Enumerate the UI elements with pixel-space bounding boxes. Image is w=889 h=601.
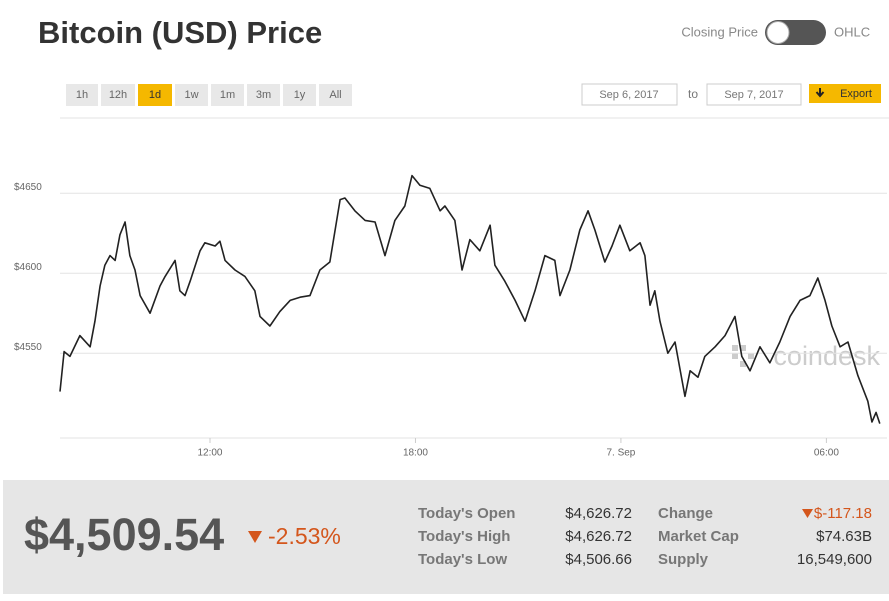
range-label: 12h [109,89,127,101]
range-button[interactable] [175,84,208,106]
stat-label: Change [658,505,713,522]
chart: coindesk $4550 $4600 $4650 12:00 18:00 7. Sep… [14,174,887,459]
export-icon [815,88,825,98]
stat-label: Market Cap [658,528,739,545]
range-button[interactable] [247,84,280,106]
range-label: 1h [76,89,88,101]
stat-label: Today's Open [418,505,515,522]
range-label: 1y [294,89,306,101]
stats: Today's Open $4,626.72 Today's High $4,626.… [418,505,872,568]
y-tick-label: $4550 [14,342,42,353]
stat-value: 16,549,600 [797,551,872,568]
stat-label: Supply [658,551,709,568]
stat-label: Today's Low [418,551,507,568]
price-line [59,174,881,424]
stat-value: $4,626.72 [565,505,632,522]
range-label: 1d [149,89,161,101]
change-percent: -2.53% [268,523,341,549]
toggle-label: OHLC [834,24,870,39]
stat-value: $4,506.66 [565,551,632,568]
stat-label: Today's High [418,528,510,545]
x-tick-label: 7. Sep [606,448,635,459]
watermark: coindesk [773,341,880,371]
export-button[interactable] [809,84,881,103]
range-label: 3m [256,89,271,101]
price: $4,509.54 [24,509,224,560]
watermark-logo [732,345,754,367]
date-input[interactable] [581,83,678,106]
range-button[interactable] [319,84,352,106]
date-to: Sep 7, 2017 [724,89,783,101]
range-label: 1w [184,89,198,101]
range-button[interactable] [283,84,316,106]
range-button[interactable] [211,84,244,106]
range-button[interactable] [66,84,98,106]
range-label: All [329,89,341,101]
x-tick-label: 12:00 [197,448,222,459]
down-arrow [248,531,262,543]
x-tick-label: 06:00 [814,448,839,459]
y-tick-label: $4650 [14,182,42,193]
toggle-knob [766,21,790,44]
range-buttons: 1h 12h 1d 1w 1m 3m 1y All [66,84,352,106]
x-tick-label: 18:00 [403,448,428,459]
summary-panel [3,480,889,594]
stat-value: $74.63B [816,528,872,545]
down-arrow [802,509,813,518]
title: Bitcoin (USD) Price [38,15,322,50]
range-button[interactable] [138,84,172,106]
y-tick-label: $4600 [14,262,42,273]
stat-value: $4,626.72 [565,528,632,545]
date-input[interactable] [706,83,802,106]
toggle-label: Closing Price [681,24,758,39]
range-button[interactable] [101,84,135,106]
stat-value: $-117.18 [814,505,872,522]
date-separator: to [688,87,698,101]
date-from: Sep 6, 2017 [599,89,658,101]
range-label: 1m [220,89,235,101]
export-label: Export [840,88,872,100]
